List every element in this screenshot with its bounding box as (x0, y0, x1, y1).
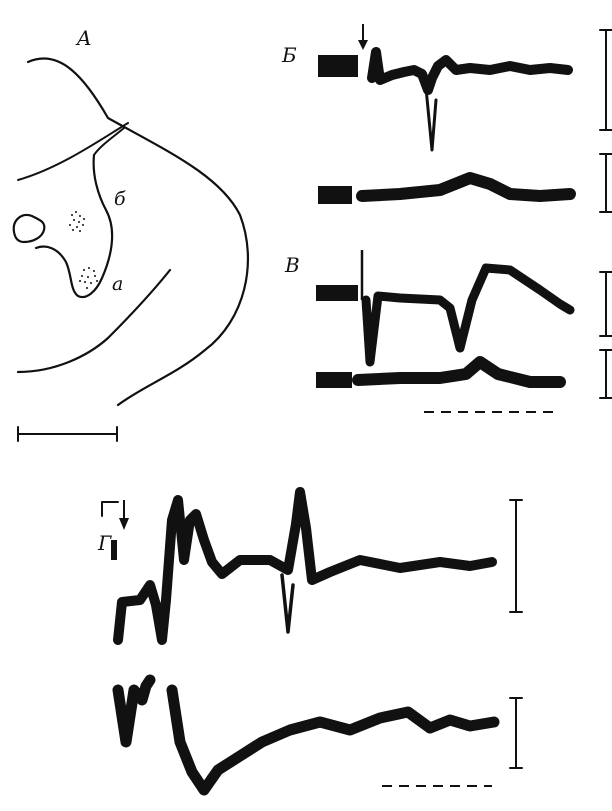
region-a-label: а (112, 273, 123, 295)
scale-bar-v-lower (599, 349, 612, 399)
panel-b-label: Б (281, 43, 297, 67)
trace-v-upper-band (361, 263, 575, 367)
trace-b-upper-band (367, 47, 573, 95)
trace-g-pre-mark (111, 540, 117, 560)
scale-bar-b-lower (599, 153, 612, 213)
region-a-dots (79, 267, 98, 289)
section-outer-contour (26, 57, 250, 407)
trace-b-upper-baseline (318, 55, 358, 77)
region-b-label: б (114, 188, 126, 210)
region-b-dots (69, 211, 85, 232)
panel-b: Б (281, 24, 612, 213)
stimulus-arrow-g (119, 500, 129, 530)
panel-a: A б а (12, 26, 250, 442)
trace-v-lower-band (352, 356, 566, 388)
trace-v-upper-baseline (316, 285, 358, 301)
trace-g-upper-spike (280, 573, 295, 634)
section-notch (34, 153, 114, 299)
panel-g: Г (97, 487, 523, 796)
trace-b-lower-band (356, 172, 576, 202)
trace-b-upper-spike (424, 86, 438, 152)
section-inner-line-2 (93, 127, 125, 156)
scale-bar-g-upper (509, 499, 523, 613)
trace-g-lower-band (112, 674, 500, 796)
panel-a-label: A (75, 26, 91, 50)
section-inner-line-1 (17, 122, 129, 181)
section-island (12, 213, 46, 244)
stimulus-arrow-b (358, 24, 368, 50)
panel-v-label: В (284, 253, 300, 277)
trace-v-lower-baseline (316, 372, 352, 388)
scale-bar-g-lower (509, 697, 523, 769)
panel-v: В (284, 250, 612, 413)
section-lower-contour (16, 268, 172, 374)
panel-g-corner-mark (101, 501, 119, 517)
scale-bar-v-upper (599, 271, 612, 337)
scale-bar-a (17, 426, 118, 442)
panel-g-label: Г (97, 531, 112, 555)
trace-g-upper-band (113, 487, 497, 645)
trace-b-lower-baseline (318, 186, 352, 204)
scale-bar-b-upper (599, 29, 612, 131)
